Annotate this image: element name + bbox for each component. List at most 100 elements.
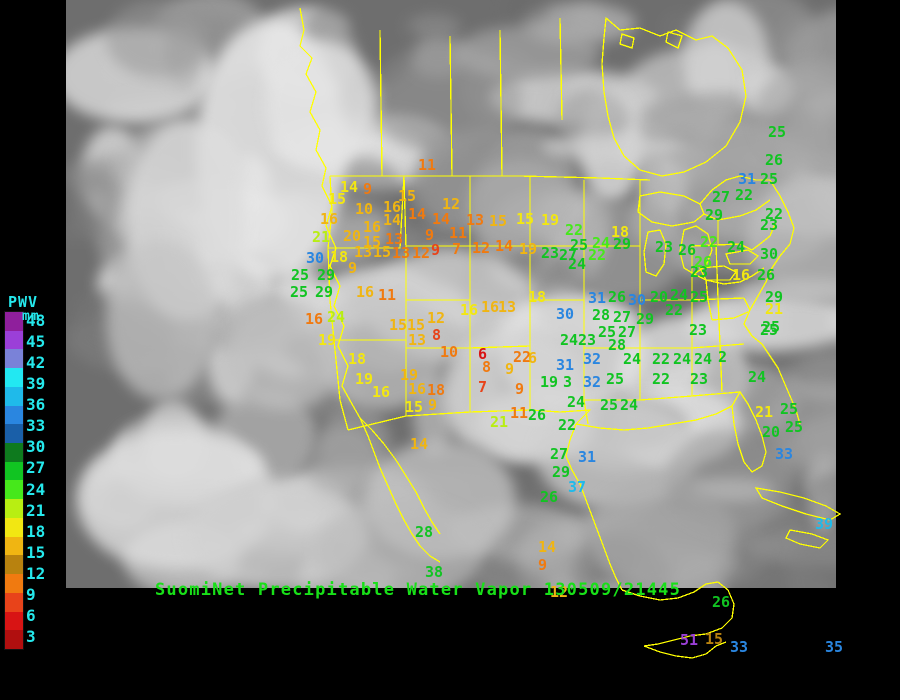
station-value: 26 (712, 593, 731, 611)
station-value: 30 (628, 291, 647, 309)
station-value: 22 (558, 416, 577, 434)
station-value: 31 (556, 356, 575, 374)
colorbar-swatch (5, 424, 23, 444)
colorbar-swatch (5, 461, 23, 481)
station-value: 20 (650, 288, 669, 306)
station-value: 9 (515, 380, 525, 398)
pwv-colorbar (4, 311, 24, 650)
station-value: 51 (680, 631, 699, 649)
station-value: 13 (408, 331, 427, 349)
station-value: 27 (712, 188, 731, 206)
product-title: SuomiNet Precipitable Water Vapor 130509… (155, 580, 682, 600)
colorbar-tick: 18 (26, 521, 46, 541)
colorbar-swatch (5, 574, 23, 593)
station-value: 11 (449, 224, 468, 242)
station-value: 18 (611, 223, 630, 241)
station-value: 11 (378, 286, 397, 304)
colorbar-swatch (5, 368, 23, 387)
station-value: 16 (383, 198, 402, 216)
station-value: 24 (748, 368, 767, 386)
station-value: 22 (565, 221, 584, 239)
station-value: 27 (613, 308, 632, 326)
station-value: 35 (825, 638, 844, 656)
station-value: 16 (732, 266, 751, 284)
station-value: 24 (327, 308, 346, 326)
station-value: 14 (538, 538, 557, 556)
colorbar-swatch (5, 611, 23, 631)
colorbar-swatch (5, 592, 23, 612)
station-value: 37 (568, 478, 587, 496)
station-value: 12 (472, 239, 491, 257)
station-value: 31 (738, 170, 757, 188)
station-value: 13 (385, 230, 404, 248)
colorbar-tick: 9 (26, 584, 36, 604)
colorbar-tick: 33 (26, 416, 46, 436)
station-value: 6 (478, 345, 488, 363)
station-value: 25 (600, 396, 619, 414)
station-value: 12 (442, 195, 461, 213)
station-value: 23 (689, 321, 708, 339)
station-value: 15 (328, 190, 347, 208)
station-value: 24 (592, 234, 611, 252)
colorbar-tick: 15 (26, 542, 46, 562)
colorbar-tick: 45 (26, 332, 46, 352)
colorbar-tick: 24 (26, 479, 46, 499)
station-value: 27 (559, 246, 578, 264)
station-value: 30 (306, 249, 325, 267)
station-value: 33 (730, 638, 749, 656)
colorbar-tick: 3 (26, 626, 36, 646)
colorbar-tick: 48 (26, 311, 46, 330)
station-value: 9 (538, 556, 548, 574)
station-value: 9 (505, 360, 515, 378)
station-value: 22 (665, 301, 684, 319)
station-value: 24 (568, 255, 587, 273)
station-value: 28 (592, 306, 611, 324)
station-value: 13 (354, 243, 373, 261)
station-value: 15 (389, 316, 408, 334)
colorbar-swatch (5, 630, 23, 649)
station-value: 16 (305, 310, 324, 328)
colorbar-swatch (5, 536, 23, 556)
station-value: 6 (528, 349, 538, 367)
station-value: 26 (678, 241, 697, 259)
station-value: 25 (690, 288, 709, 306)
station-value: 25 (570, 236, 589, 254)
station-value: 24 (567, 393, 586, 411)
station-value: 18 (330, 248, 349, 266)
station-value: 14 (340, 178, 359, 196)
station-value: 9 (348, 259, 358, 277)
station-value: 30 (556, 305, 575, 323)
station-value: 19 (318, 331, 337, 349)
station-value: 26 (757, 266, 776, 284)
colorbar-swatch (5, 517, 23, 537)
station-value: 29 (315, 283, 334, 301)
station-value: 25 (768, 123, 787, 141)
station-value: 19 (355, 370, 374, 388)
station-value: 29 (317, 266, 336, 284)
cloud-field (66, 0, 836, 588)
station-value: 16 (481, 298, 500, 316)
station-value: 22 (700, 233, 719, 251)
station-value: 25 (762, 318, 781, 336)
station-value: 25 (606, 370, 625, 388)
station-value: 25 (760, 321, 779, 339)
station-value: 28 (415, 523, 434, 541)
station-value: 16 (460, 301, 479, 319)
colorbar-swatch (5, 312, 23, 331)
station-value: 33 (775, 445, 794, 463)
station-value: 14 (408, 205, 427, 223)
station-value: 23 (760, 216, 779, 234)
station-value: 30 (760, 245, 779, 263)
colorbar-tick: 21 (26, 500, 46, 520)
station-value: 26 (765, 151, 784, 169)
satellite-infrared-image (66, 0, 836, 588)
station-value: 25 (598, 323, 617, 341)
station-value: 28 (608, 336, 627, 354)
station-value: 10 (355, 200, 374, 218)
station-value: 25 (291, 266, 310, 284)
station-value: 38 (425, 563, 444, 581)
station-value: 29 (636, 310, 655, 328)
colorbar-swatch (5, 405, 23, 425)
station-value: 24 (670, 286, 689, 304)
station-value: 14 (495, 237, 514, 255)
